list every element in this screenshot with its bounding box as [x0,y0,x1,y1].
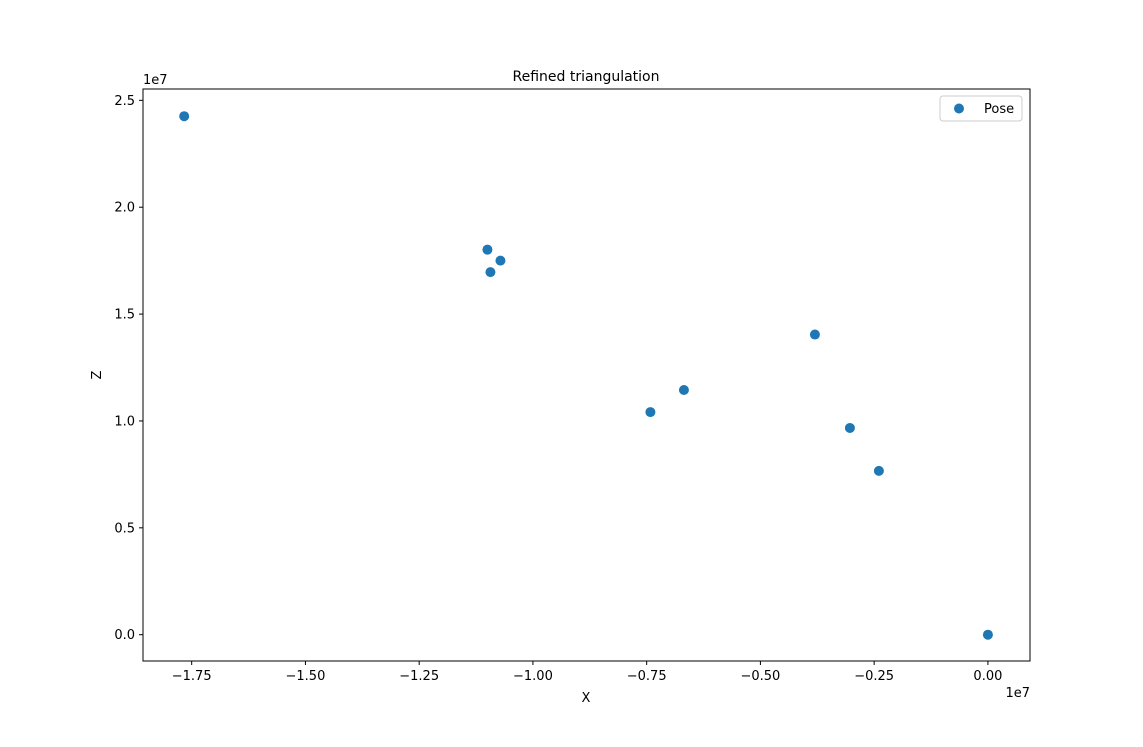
y-offset-label: 1e7 [143,73,168,88]
plot-area [142,88,1031,662]
x-tick-label: −0.25 [854,669,894,684]
data-point [844,422,855,433]
data-point [645,407,656,418]
legend-box [939,95,1023,122]
data-point [678,384,689,395]
y-tick-label: 2.0 [114,201,135,216]
x-tick-label: −1.50 [286,669,326,684]
data-point [179,111,190,122]
x-tick-label: −0.50 [740,669,780,684]
x-offset-label: 1e7 [1005,686,1030,701]
y-tick-label: 2.5 [114,94,135,109]
y-tick-label: 1.0 [114,414,135,429]
data-point [982,629,993,640]
x-tick-label: 0.00 [973,669,1002,684]
legend-label-pose: Pose [984,102,1014,117]
x-tick-label: −1.75 [172,669,212,684]
data-point [809,329,820,340]
y-tick-label: 1.5 [114,308,135,323]
x-axis-ticks: −1.75 −1.50 −1.25 −1.00 −0.75 −0.50 −0.25 0.00 [172,661,1002,684]
scatter-series-pose [179,111,993,640]
data-point [482,244,493,255]
data-point [495,255,506,266]
x-axis-label: X [582,691,591,706]
legend-marker-pose [954,103,964,114]
legend: Pose [939,95,1023,122]
chart-title: Refined triangulation [513,69,660,85]
x-tick-label: −1.00 [513,669,553,684]
y-axis-ticks: 0.0 0.5 1.0 1.5 2.0 2.5 [114,94,143,643]
y-tick-label: 0.5 [114,521,135,536]
y-tick-label: 0.0 [114,628,135,643]
x-tick-label: −1.25 [399,669,439,684]
y-axis-label: Z [90,370,105,379]
data-point [485,267,496,278]
data-point [873,465,884,476]
x-tick-label: −0.75 [627,669,667,684]
